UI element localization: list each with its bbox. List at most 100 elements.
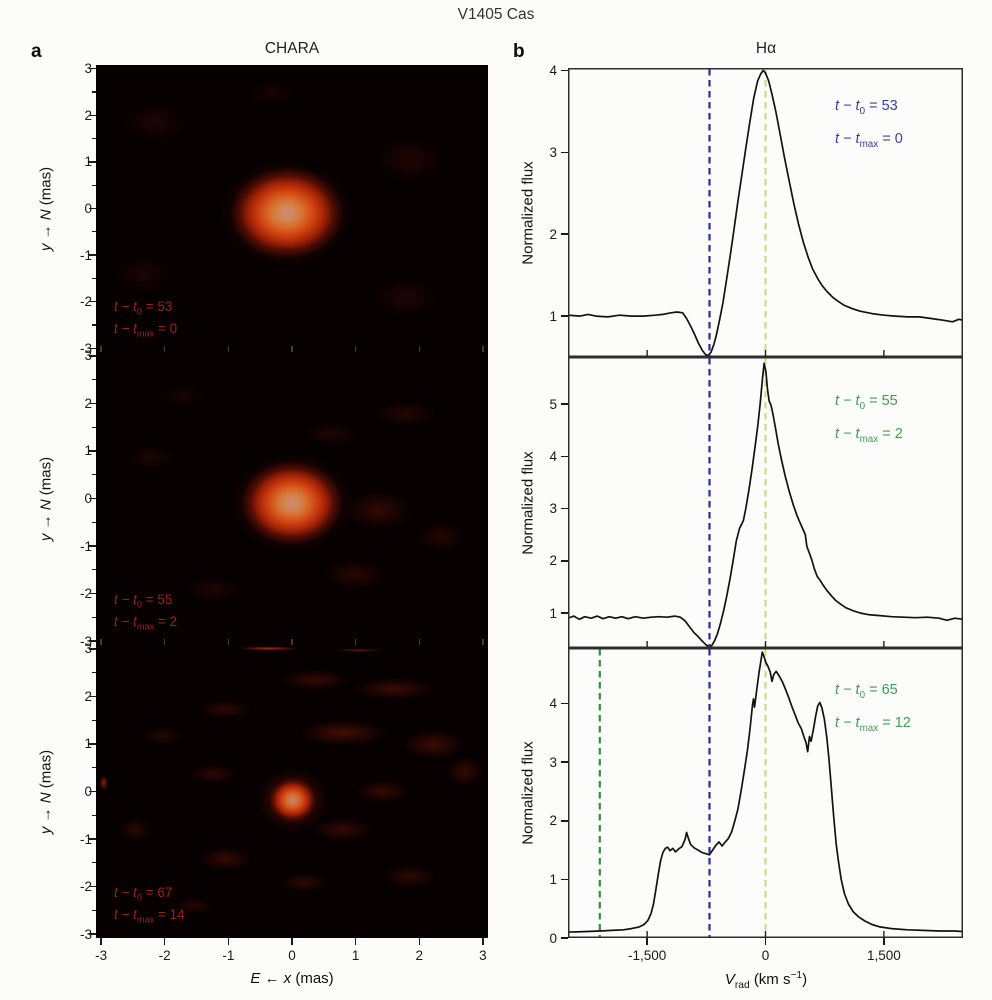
panel-a-letter: a: [31, 41, 42, 62]
x-tick-label: -1: [222, 948, 235, 963]
xlabel-a-x: x: [283, 970, 292, 987]
epoch-annotation-line: t − tmax = 0: [114, 321, 178, 339]
y-minor-tick-mark: [92, 767, 96, 769]
xlabel-b-unit: (km s: [749, 971, 791, 988]
panel-a-title: CHARA: [264, 40, 320, 57]
y-minor-tick-mark: [92, 378, 96, 381]
epoch-annotation-line: t − t0 = 65: [835, 682, 898, 701]
y-tick-mark: [89, 347, 96, 350]
y-tick-label: 0: [84, 201, 92, 216]
epoch-annotation-day53: t − t0 = 53 t − tmax = 0: [835, 90, 903, 156]
xlabel-a-unit: (mas): [291, 970, 334, 987]
epoch-annotation-line: t − t0 = 53: [835, 98, 898, 117]
y-axis-label-seg: (mas): [37, 166, 55, 210]
flux-tick-mark: [561, 233, 568, 235]
y-tick-label: -2: [79, 879, 92, 895]
y-minor-tick-mark: [92, 474, 96, 476]
flux-tick-label: 1: [549, 605, 557, 621]
halpha-spectrum-curve: [569, 69, 962, 356]
halpha-spectrum-curve: [569, 362, 962, 647]
y-tick-mark: [89, 648, 96, 650]
y-tick-mark: [89, 790, 96, 793]
y-tick-label: -1: [79, 247, 92, 263]
y-axis-label: y → N (mas): [38, 167, 55, 251]
y-tick-mark: [89, 885, 96, 888]
y-axis-label-seg: (mas): [37, 456, 55, 500]
y-axis-label-seg: N: [37, 792, 55, 804]
y-axis-label-seg: →: [37, 803, 55, 827]
y-axis-label-seg: N: [37, 209, 55, 221]
y-minor-tick-mark: [92, 814, 96, 816]
x-tick-mark: [227, 938, 230, 945]
epoch-annotation-line: t − t0 = 55: [835, 393, 898, 412]
left-arrow-icon: ←: [260, 970, 284, 987]
y-axis-label-seg: y: [37, 533, 55, 542]
flux-tick-mark: [561, 937, 568, 939]
flux-tick-mark: [561, 761, 568, 763]
x-boundary-tick: [227, 639, 230, 645]
vrad-tick-label: -1,500: [627, 948, 667, 963]
x-boundary-tick: [354, 639, 357, 645]
y-tick-mark: [89, 743, 96, 745]
y-axis-label-seg: y: [37, 826, 55, 835]
spectrum-plot-day53: [568, 68, 963, 357]
flux-tick-mark: [561, 455, 568, 458]
y-tick-mark: [89, 838, 96, 840]
y-axis-label-seg: →: [37, 220, 55, 244]
x-tick-mark: [100, 938, 102, 945]
y-tick-label: -1: [79, 538, 92, 554]
y-tick-label: 0: [84, 784, 92, 799]
y-minor-tick-mark: [92, 231, 96, 233]
y-tick-mark: [89, 497, 96, 500]
panel-b-title: Hα: [755, 40, 777, 57]
x-tick-mark: [291, 938, 293, 945]
x-tick-mark: [482, 938, 484, 945]
y-axis-label: y → N (mas): [38, 750, 55, 834]
x-boundary-tick: [227, 346, 230, 352]
y-minor-tick-mark: [92, 137, 96, 140]
x-boundary-tick: [354, 346, 357, 352]
y-tick-mark: [89, 933, 96, 935]
spectrum-plot-day55: [568, 357, 963, 648]
flux-tick-label: 3: [549, 754, 557, 770]
y-minor-tick-mark: [92, 184, 96, 186]
y-minor-tick-mark: [92, 616, 96, 619]
y-tick-mark: [89, 592, 96, 595]
x-boundary-tick: [482, 639, 484, 645]
y-minor-tick-mark: [92, 277, 96, 280]
flux-tick-mark: [561, 315, 568, 317]
y-tick-label: 2: [84, 688, 92, 704]
x-axis-label-mas: E ← x (mas): [250, 970, 333, 987]
chara-image-day67: [96, 645, 488, 938]
y-tick-label: 1: [84, 154, 92, 170]
y-tick-label: -1: [79, 831, 92, 847]
x-tick-label: -3: [95, 948, 108, 963]
flux-tick-mark: [561, 560, 568, 562]
y-tick-label: -2: [79, 586, 92, 602]
y-tick-mark: [89, 161, 96, 163]
y-tick-mark: [89, 355, 96, 357]
y-tick-mark: [89, 67, 96, 70]
y-tick-mark: [89, 254, 96, 256]
x-boundary-tick: [418, 346, 421, 352]
y-tick-label: 2: [84, 395, 92, 411]
y-minor-tick-mark: [92, 671, 96, 674]
epoch-annotation-line: t − tmax = 0: [835, 131, 903, 150]
y-minor-tick-mark: [92, 862, 96, 864]
flux-tick-mark: [561, 151, 568, 154]
y-tick-label: 0: [84, 491, 92, 506]
x-boundary-tick: [291, 639, 293, 645]
flux-tick-mark: [561, 702, 568, 705]
xlabel-b-exp: −1: [790, 970, 803, 981]
y-axis-label-seg: →: [37, 510, 55, 534]
flux-tick-label: 2: [549, 226, 557, 242]
flux-tick-mark: [561, 403, 568, 405]
y-minor-tick-mark: [92, 719, 96, 721]
y-tick-mark: [89, 114, 96, 117]
x-tick-label: -2: [158, 948, 171, 963]
vrad-tick-label: 0: [761, 948, 770, 963]
epoch-annotation-line: t − t0 = 67: [114, 885, 173, 903]
x-tick-label: 1: [351, 948, 360, 963]
y-axis-label: y → N (mas): [38, 457, 55, 541]
